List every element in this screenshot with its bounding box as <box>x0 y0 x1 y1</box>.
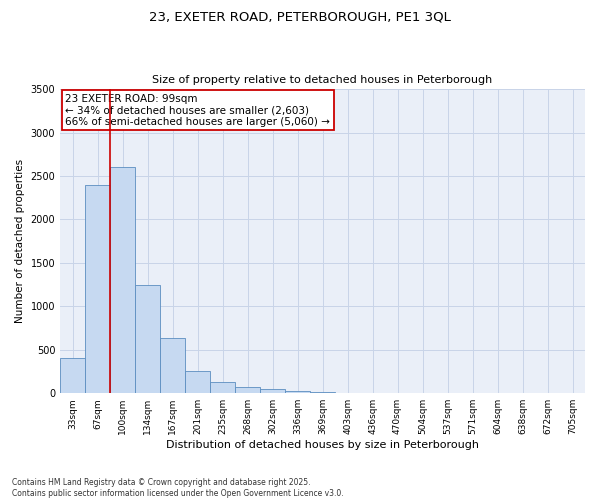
Bar <box>135 284 160 393</box>
Bar <box>110 168 135 393</box>
Bar <box>60 358 85 393</box>
Bar <box>260 389 285 393</box>
Bar <box>285 392 310 393</box>
Bar <box>85 184 110 393</box>
Title: Size of property relative to detached houses in Peterborough: Size of property relative to detached ho… <box>152 76 493 86</box>
Bar <box>185 372 210 393</box>
Text: 23, EXETER ROAD, PETERBOROUGH, PE1 3QL: 23, EXETER ROAD, PETERBOROUGH, PE1 3QL <box>149 10 451 23</box>
Y-axis label: Number of detached properties: Number of detached properties <box>15 159 25 323</box>
Bar <box>235 386 260 393</box>
Text: Contains HM Land Registry data © Crown copyright and database right 2025.
Contai: Contains HM Land Registry data © Crown c… <box>12 478 344 498</box>
Bar <box>210 382 235 393</box>
X-axis label: Distribution of detached houses by size in Peterborough: Distribution of detached houses by size … <box>166 440 479 450</box>
Text: 23 EXETER ROAD: 99sqm
← 34% of detached houses are smaller (2,603)
66% of semi-d: 23 EXETER ROAD: 99sqm ← 34% of detached … <box>65 94 330 127</box>
Bar <box>160 338 185 393</box>
Bar <box>310 392 335 393</box>
